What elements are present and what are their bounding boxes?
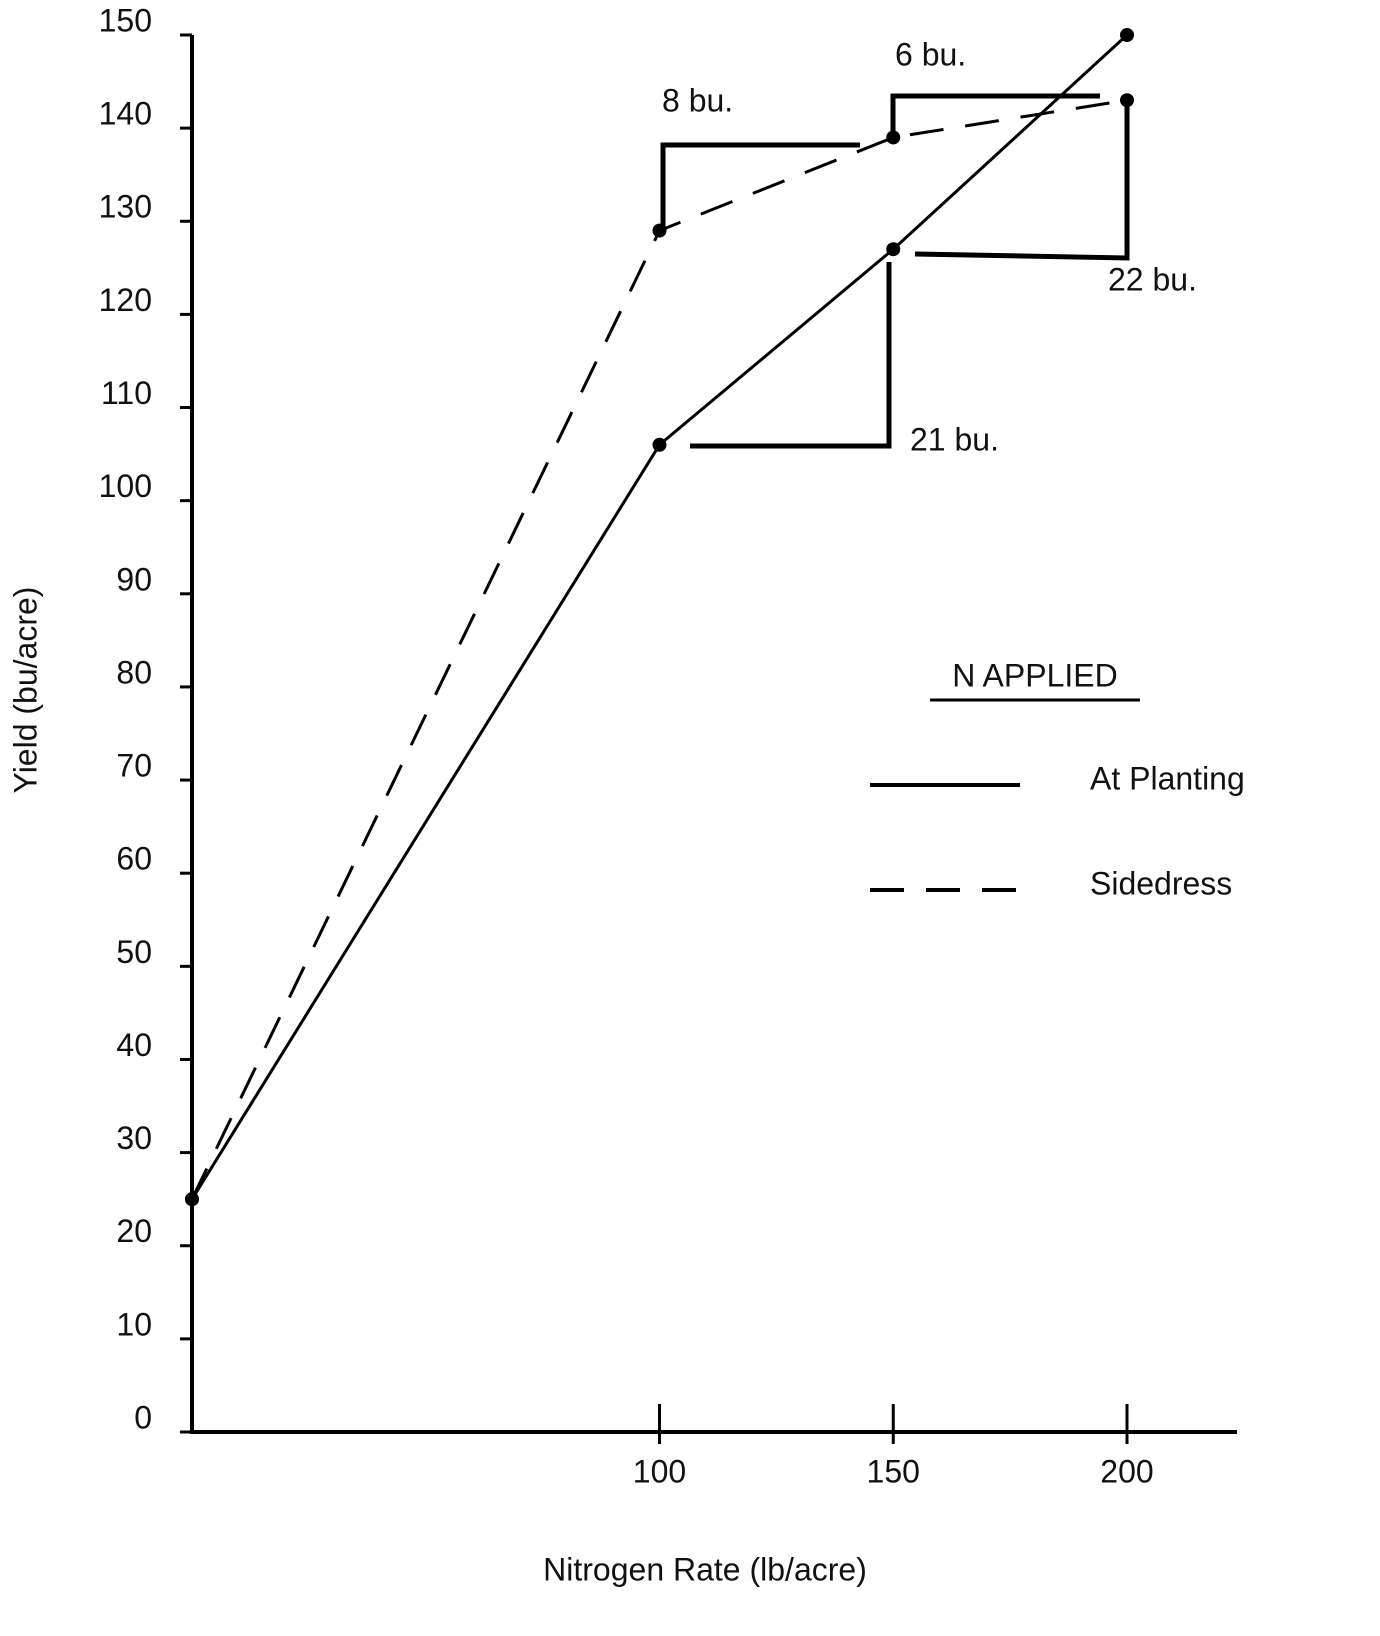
bracket bbox=[890, 93, 1100, 138]
x-axis-title: Nitrogen Rate (lb/acre) bbox=[543, 1551, 867, 1587]
point bbox=[886, 242, 901, 257]
bracket bbox=[914, 100, 1130, 261]
legend-label: Sidedress bbox=[1090, 865, 1232, 901]
y-tick-label: 10 bbox=[116, 1306, 152, 1342]
y-tick-label: 120 bbox=[99, 282, 152, 318]
y-tick-label: 30 bbox=[116, 1120, 152, 1156]
y-tick-label: 80 bbox=[116, 654, 152, 690]
point bbox=[652, 223, 667, 238]
legend-label: At Planting bbox=[1090, 760, 1245, 796]
x-tick-label: 150 bbox=[867, 1453, 920, 1489]
y-tick-label: 40 bbox=[116, 1027, 152, 1063]
annotation: 6 bu. bbox=[895, 36, 966, 72]
y-axis-title: Yield (bu/acre) bbox=[7, 587, 43, 794]
point bbox=[652, 437, 667, 452]
point bbox=[886, 130, 901, 145]
y-tick-label: 150 bbox=[99, 2, 152, 38]
series-line bbox=[190, 33, 1129, 1200]
annotation: 22 bu. bbox=[1108, 261, 1197, 297]
y-tick-label: 110 bbox=[101, 375, 152, 411]
y-tick-label: 60 bbox=[116, 841, 152, 877]
y-tick-label: 100 bbox=[99, 468, 152, 504]
y-tick-label: 140 bbox=[99, 96, 152, 132]
annotation: 21 bu. bbox=[910, 421, 999, 457]
point bbox=[185, 1192, 199, 1207]
bracket bbox=[690, 262, 892, 449]
annotation: 8 bu. bbox=[662, 82, 733, 118]
y-tick-label: 70 bbox=[116, 748, 152, 784]
point bbox=[1120, 93, 1134, 108]
y-tick-label: 50 bbox=[116, 934, 152, 970]
y-tick-label: 130 bbox=[99, 189, 152, 225]
y-tick-label: 0 bbox=[134, 1399, 152, 1435]
x-tick-label: 200 bbox=[1100, 1453, 1153, 1489]
annotation-brackets bbox=[660, 93, 1130, 449]
bracket bbox=[660, 142, 860, 230]
legend-title: N APPLIED bbox=[952, 657, 1117, 693]
point bbox=[1120, 28, 1134, 42]
y-tick-label: 90 bbox=[116, 561, 152, 597]
x-tick-label: 100 bbox=[633, 1453, 686, 1489]
y-tick-label: 20 bbox=[116, 1213, 152, 1249]
series-line bbox=[190, 98, 1128, 1200]
